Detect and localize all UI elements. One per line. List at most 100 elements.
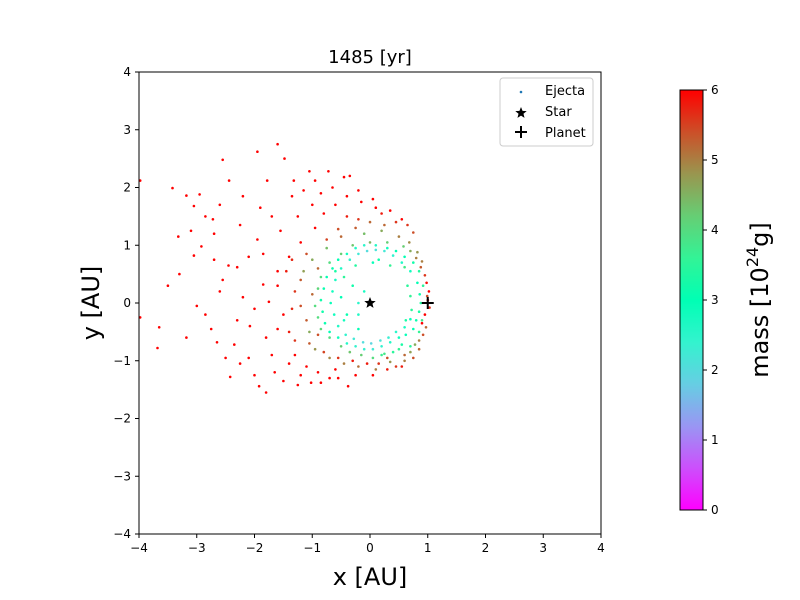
ejecta-point [409, 345, 412, 348]
ejecta-point [209, 327, 213, 331]
ejecta-point [328, 336, 331, 339]
ejecta-point [189, 229, 193, 233]
ejecta-point [265, 179, 269, 182]
ejecta-point [319, 298, 323, 302]
ejecta-point [348, 350, 352, 354]
ejecta-point [357, 218, 360, 221]
colorbar-label-prefix: mass [10 [746, 267, 774, 378]
ejecta-point [357, 301, 360, 305]
ejecta-point [322, 287, 326, 290]
ejecta-point [313, 226, 317, 230]
ejecta-point [267, 300, 271, 304]
ejecta-point [409, 350, 412, 354]
ejecta-point [253, 307, 256, 311]
ejecta-point [171, 186, 174, 190]
ejecta-point [139, 179, 142, 182]
ejecta-point [261, 252, 265, 256]
ejecta-point [417, 269, 421, 273]
ejecta-point [270, 215, 274, 218]
ejecta-point [421, 284, 425, 288]
ejecta-point [305, 319, 308, 322]
ejecta-point [408, 241, 411, 244]
ejecta-point [157, 326, 161, 329]
ejecta-point [299, 304, 303, 308]
ejecta-point [342, 362, 346, 365]
ejecta-point [400, 365, 404, 368]
y-tick-label: 0 [123, 296, 131, 310]
ejecta-point [406, 223, 409, 227]
ejecta-point [316, 333, 320, 337]
ejecta-point [235, 265, 239, 269]
y-axis-label: y [AU] [77, 266, 105, 341]
ejecta-point [371, 261, 375, 264]
ejecta-point [416, 250, 419, 254]
ejecta-point [409, 269, 412, 273]
ejecta-point [414, 256, 418, 260]
ejecta-point [409, 317, 412, 321]
ejecta-point [336, 324, 340, 328]
ejecta-point [319, 327, 323, 331]
y-tick-label: −4 [113, 527, 131, 541]
ejecta-point [420, 321, 424, 325]
ejecta-point [394, 220, 398, 224]
ejecta-point [192, 254, 196, 257]
ejecta-point [290, 258, 294, 262]
ejecta-point [296, 383, 300, 387]
ejecta-point [400, 261, 404, 264]
ejecta-point [156, 346, 159, 350]
x-tick-label: −3 [188, 541, 206, 555]
ejecta-point [185, 336, 188, 339]
ejecta-point [328, 356, 331, 360]
ejecta-point [403, 353, 406, 357]
ejecta-point [412, 261, 415, 264]
ejecta-point [248, 324, 252, 328]
ejecta-point [380, 345, 383, 348]
ejecta-point [325, 246, 329, 250]
ejecta-point [178, 272, 181, 276]
ejecta-point [292, 179, 296, 182]
ejecta-point [365, 249, 369, 253]
ejecta-point [357, 189, 360, 192]
ejecta-point [368, 220, 372, 224]
ejecta-point [345, 215, 349, 218]
ejecta-point [200, 245, 203, 248]
ejecta-point [357, 252, 360, 256]
ejecta-point [388, 341, 392, 344]
ejecta-point [308, 342, 311, 345]
ejecta-point [290, 307, 294, 311]
ejecta-point [427, 290, 431, 293]
ejecta-point [256, 238, 259, 241]
ejecta-point [362, 290, 366, 293]
colorbar: 0 1 2 3 4 5 6 mass [1024g] [679, 83, 774, 517]
y-tick-label: 2 [123, 181, 131, 195]
ejecta-point [305, 365, 308, 368]
ejecta-point [354, 226, 357, 230]
ejecta-point [354, 264, 357, 267]
ejecta-point [290, 194, 294, 198]
ejecta-point [299, 278, 303, 282]
ejecta-point [334, 203, 337, 207]
ejecta-point [241, 194, 245, 198]
ejecta-point [374, 248, 378, 252]
ejecta-point [328, 330, 331, 334]
ejecta-point [276, 269, 279, 273]
ejecta-point [386, 241, 389, 244]
colorbar-tick-label: 6 [711, 83, 719, 97]
y-tick-label: 4 [123, 65, 131, 79]
ejecta-point [334, 278, 337, 282]
x-axis-label: x [AU] [333, 563, 408, 591]
ejecta-point [293, 339, 297, 342]
ejecta-point [352, 337, 356, 341]
ejecta-point [311, 293, 314, 296]
markers [364, 297, 434, 309]
ejecta-point [418, 293, 422, 296]
ejecta-point [374, 244, 378, 247]
ejecta-point [233, 343, 236, 346]
ejecta-point [368, 241, 372, 244]
ejecta-point [419, 301, 423, 305]
ejecta-point [235, 319, 239, 322]
ejecta-point [345, 194, 349, 198]
ejecta-point [293, 290, 297, 293]
ejecta-point [331, 267, 334, 270]
